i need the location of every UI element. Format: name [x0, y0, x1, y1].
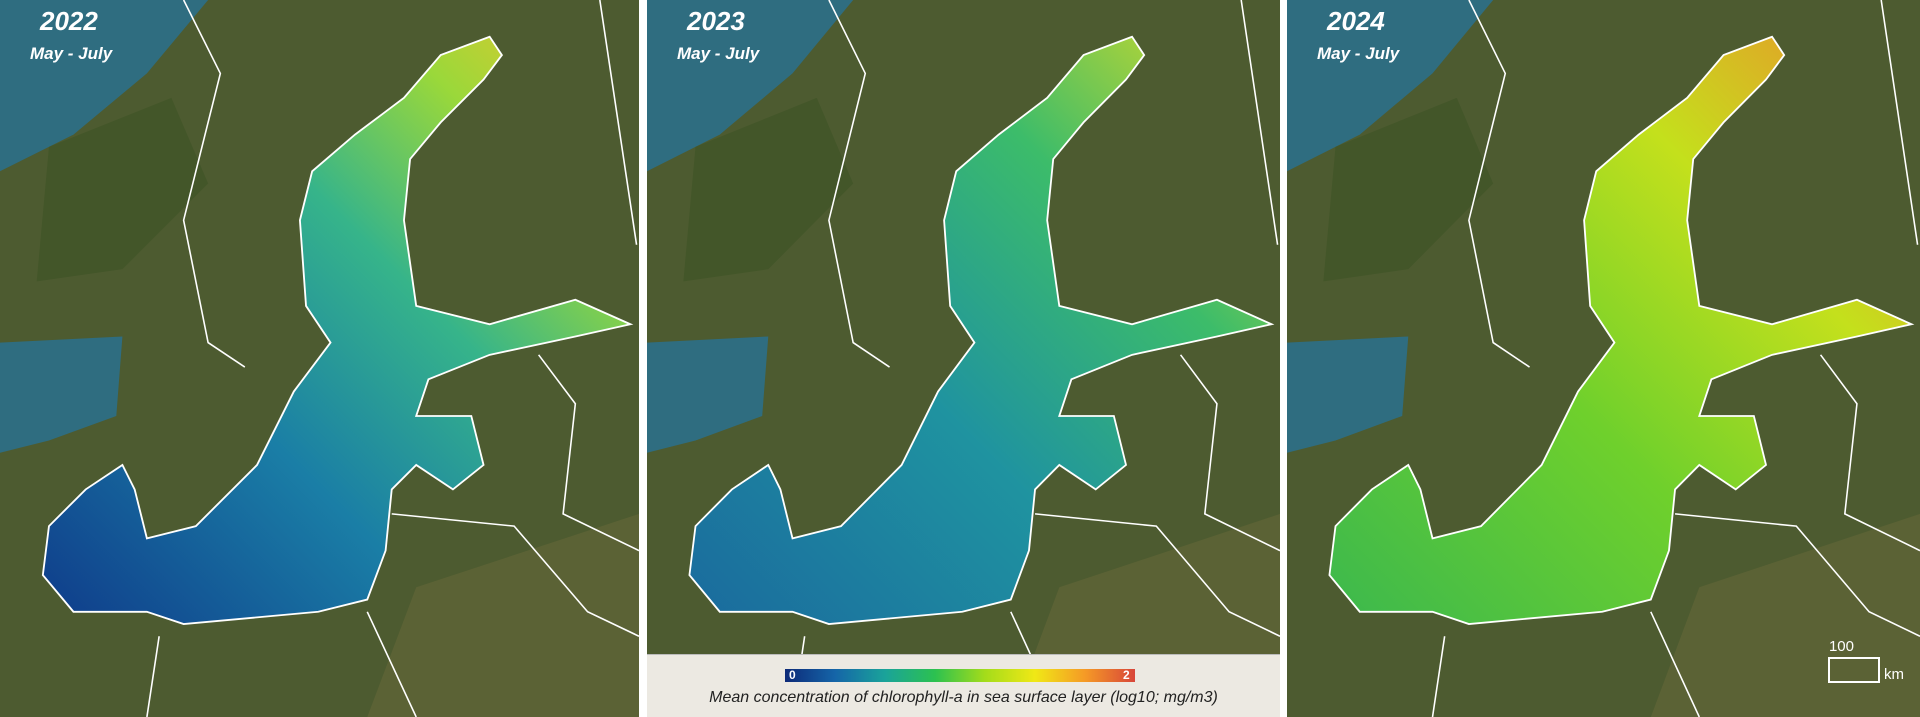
period-label: May - July: [1317, 44, 1400, 63]
year-label: 2023: [687, 6, 745, 36]
legend-min: 0: [789, 668, 796, 682]
year-label: 2022: [40, 6, 98, 36]
color-bar: [785, 669, 1135, 682]
map-panel: 2024 May - July 100 km: [1287, 0, 1920, 717]
map: [0, 0, 639, 717]
map-panel: 2023 May - July 0 2 Mean concentration o…: [647, 0, 1280, 717]
legend: 0 2 Mean concentration of chlorophyll-a …: [647, 654, 1280, 717]
period-label: May - July: [30, 44, 113, 63]
map: [1287, 0, 1920, 717]
period-label: May - July: [677, 44, 760, 63]
scale-length: 100: [1828, 638, 1854, 655]
legend-max: 2: [1123, 668, 1130, 682]
scale-bar: [1828, 657, 1880, 683]
map-panel: 2022 May - July: [0, 0, 639, 717]
legend-title: Mean concentration of chlorophyll-a in s…: [709, 689, 1218, 706]
year-label: 2024: [1327, 6, 1385, 36]
map: [647, 0, 1280, 717]
scale-unit: km: [1884, 666, 1904, 683]
